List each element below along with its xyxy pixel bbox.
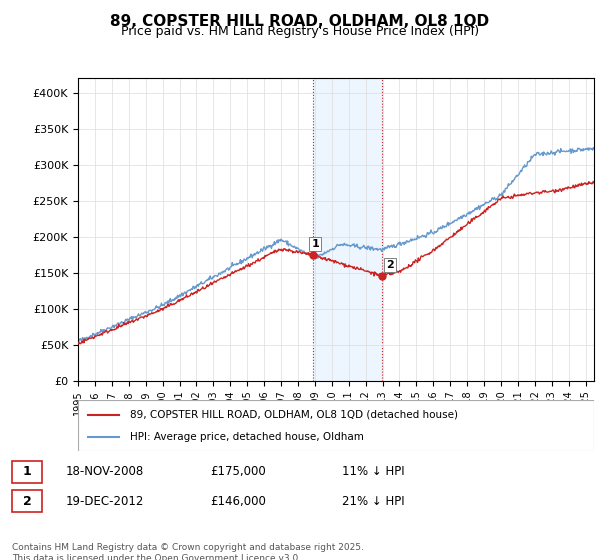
Text: Price paid vs. HM Land Registry's House Price Index (HPI): Price paid vs. HM Land Registry's House … <box>121 25 479 38</box>
Text: 1: 1 <box>23 465 31 478</box>
Text: £175,000: £175,000 <box>210 465 266 478</box>
Text: 18-NOV-2008: 18-NOV-2008 <box>66 465 144 478</box>
Text: 21% ↓ HPI: 21% ↓ HPI <box>342 495 404 508</box>
Text: 11% ↓ HPI: 11% ↓ HPI <box>342 465 404 478</box>
Text: 1: 1 <box>311 239 319 249</box>
Text: 19-DEC-2012: 19-DEC-2012 <box>66 495 145 508</box>
Text: HPI: Average price, detached house, Oldham: HPI: Average price, detached house, Oldh… <box>130 432 364 442</box>
FancyBboxPatch shape <box>12 461 42 483</box>
Text: Contains HM Land Registry data © Crown copyright and database right 2025.
This d: Contains HM Land Registry data © Crown c… <box>12 543 364 560</box>
Bar <box>313 78 382 381</box>
Text: 2: 2 <box>23 495 31 508</box>
Text: 2: 2 <box>386 260 394 270</box>
Text: 89, COPSTER HILL ROAD, OLDHAM, OL8 1QD (detached house): 89, COPSTER HILL ROAD, OLDHAM, OL8 1QD (… <box>130 409 458 419</box>
FancyBboxPatch shape <box>12 491 42 512</box>
FancyBboxPatch shape <box>78 400 594 451</box>
Text: £146,000: £146,000 <box>210 495 266 508</box>
Text: 89, COPSTER HILL ROAD, OLDHAM, OL8 1QD: 89, COPSTER HILL ROAD, OLDHAM, OL8 1QD <box>110 14 490 29</box>
